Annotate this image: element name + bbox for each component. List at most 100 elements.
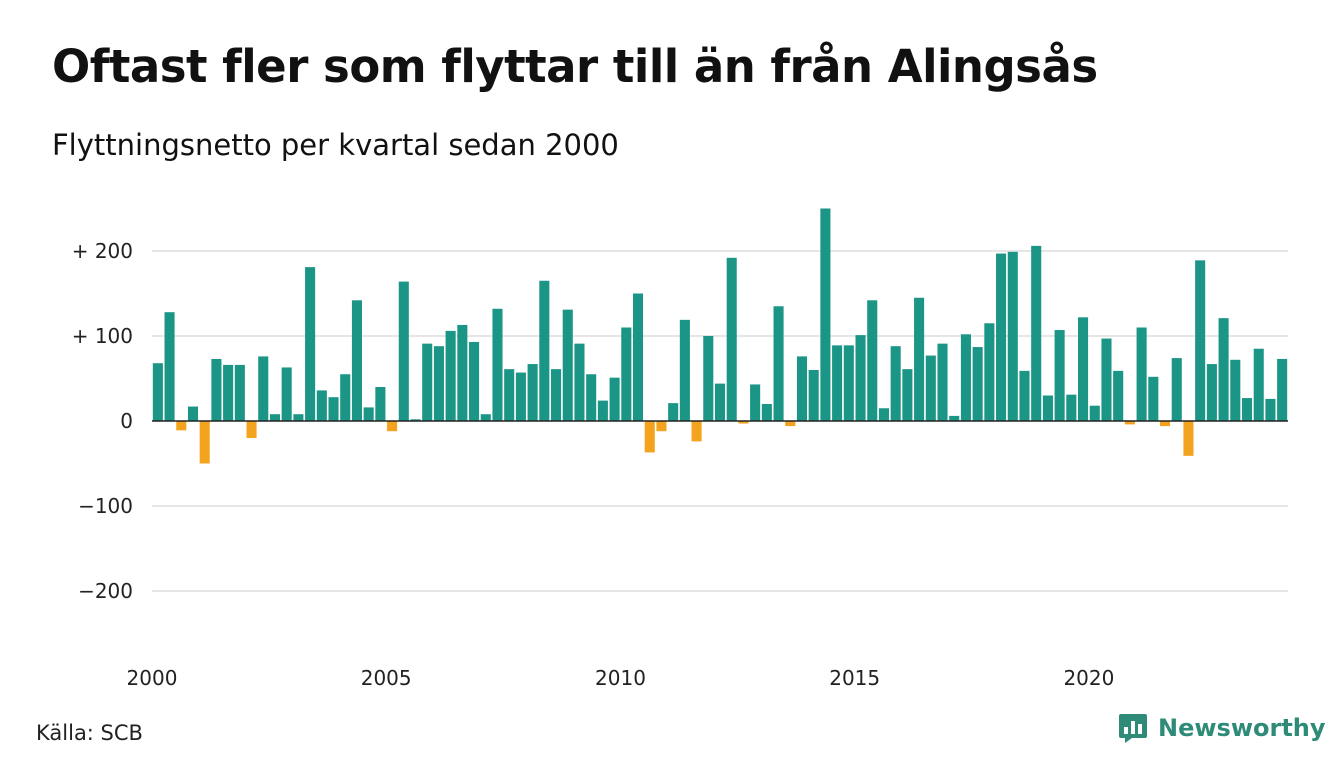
bar — [328, 397, 339, 421]
y-tick-label: + 100 — [72, 324, 133, 348]
bar — [902, 369, 913, 421]
source-note: Källa: SCB — [36, 721, 143, 745]
bar — [773, 306, 784, 421]
bar — [843, 345, 854, 421]
bar — [293, 414, 304, 421]
bar — [152, 363, 163, 421]
bar — [808, 370, 819, 421]
bar — [1160, 421, 1171, 427]
bar — [1113, 370, 1124, 421]
bar — [480, 414, 491, 421]
bar — [1136, 327, 1147, 421]
bar — [867, 300, 878, 421]
bar — [750, 384, 761, 421]
bar — [914, 297, 925, 421]
x-tick-label: 2015 — [829, 666, 880, 690]
bar — [492, 308, 503, 421]
bar — [398, 281, 409, 421]
bars — [152, 208, 1288, 464]
bar — [937, 343, 948, 421]
bar — [1171, 358, 1182, 421]
bar — [656, 421, 667, 432]
bar — [1195, 260, 1206, 421]
bar — [890, 346, 901, 421]
bar — [340, 374, 351, 421]
bar — [703, 336, 714, 421]
bar — [1124, 421, 1135, 425]
bar — [445, 330, 456, 421]
bar — [832, 345, 843, 421]
y-tick-label: 0 — [120, 409, 133, 433]
bar — [1148, 376, 1159, 421]
bar — [375, 387, 386, 421]
bar — [621, 327, 632, 421]
bar — [199, 421, 210, 464]
bar — [351, 300, 362, 421]
bar — [1078, 317, 1089, 421]
bar — [246, 421, 257, 438]
brand-name: Newsworthy — [1158, 714, 1326, 742]
bar — [515, 372, 526, 421]
x-tick-label: 2000 — [127, 666, 178, 690]
bar — [305, 267, 316, 421]
bar — [609, 377, 620, 421]
newsworthy-logo-icon — [1119, 714, 1147, 743]
bar — [316, 390, 327, 421]
bar — [1101, 338, 1112, 421]
bar — [1230, 359, 1241, 421]
bar — [211, 358, 222, 421]
bar — [820, 208, 831, 421]
bar — [422, 343, 433, 421]
bar — [387, 421, 398, 432]
bar — [258, 356, 269, 421]
y-axis-tick-labels: + 200 + 100 0 −100 −200 — [72, 239, 133, 603]
bar — [1019, 370, 1030, 421]
bar — [796, 356, 808, 421]
bar — [269, 414, 280, 421]
bar — [1054, 330, 1065, 421]
y-tick-label: + 200 — [72, 239, 133, 263]
bar — [281, 367, 292, 421]
bar — [1066, 394, 1077, 421]
bar — [1277, 358, 1288, 421]
bar — [972, 347, 983, 421]
bar — [1007, 251, 1018, 421]
bar — [469, 341, 480, 421]
bar — [925, 355, 936, 421]
bar — [738, 421, 749, 424]
bar — [597, 400, 608, 421]
bar — [164, 312, 175, 421]
x-tick-label: 2005 — [361, 666, 412, 690]
bar — [785, 421, 796, 427]
newsworthy-brand: Newsworthy — [1118, 712, 1326, 744]
x-tick-label: 2020 — [1063, 666, 1114, 690]
bar — [551, 369, 562, 421]
bar — [996, 253, 1007, 421]
bar — [984, 323, 995, 421]
x-axis-tick-labels: 2000 2005 2010 2015 2020 — [127, 666, 1115, 690]
bar — [527, 364, 538, 421]
x-tick-label: 2010 — [595, 666, 646, 690]
bar — [1241, 398, 1253, 421]
gridlines — [152, 250, 1288, 592]
bar — [234, 364, 245, 421]
bar — [1265, 398, 1276, 421]
bar — [1089, 405, 1100, 421]
bar — [457, 324, 468, 421]
bar — [410, 419, 421, 421]
bar-chart: + 200 + 100 0 −100 −200 2000 2005 2010 2015 2020 — [72, 208, 1288, 690]
bar — [1031, 245, 1042, 421]
bar — [176, 421, 187, 431]
bar — [632, 293, 644, 421]
bar — [855, 335, 866, 421]
bar — [539, 280, 550, 421]
bar — [878, 408, 889, 421]
y-tick-label: −100 — [78, 494, 133, 518]
bar — [504, 369, 515, 421]
bar — [644, 421, 655, 453]
bar — [223, 364, 234, 421]
bar — [726, 257, 737, 421]
bar — [433, 346, 444, 421]
y-tick-label: −200 — [78, 579, 133, 603]
bar — [562, 309, 573, 421]
